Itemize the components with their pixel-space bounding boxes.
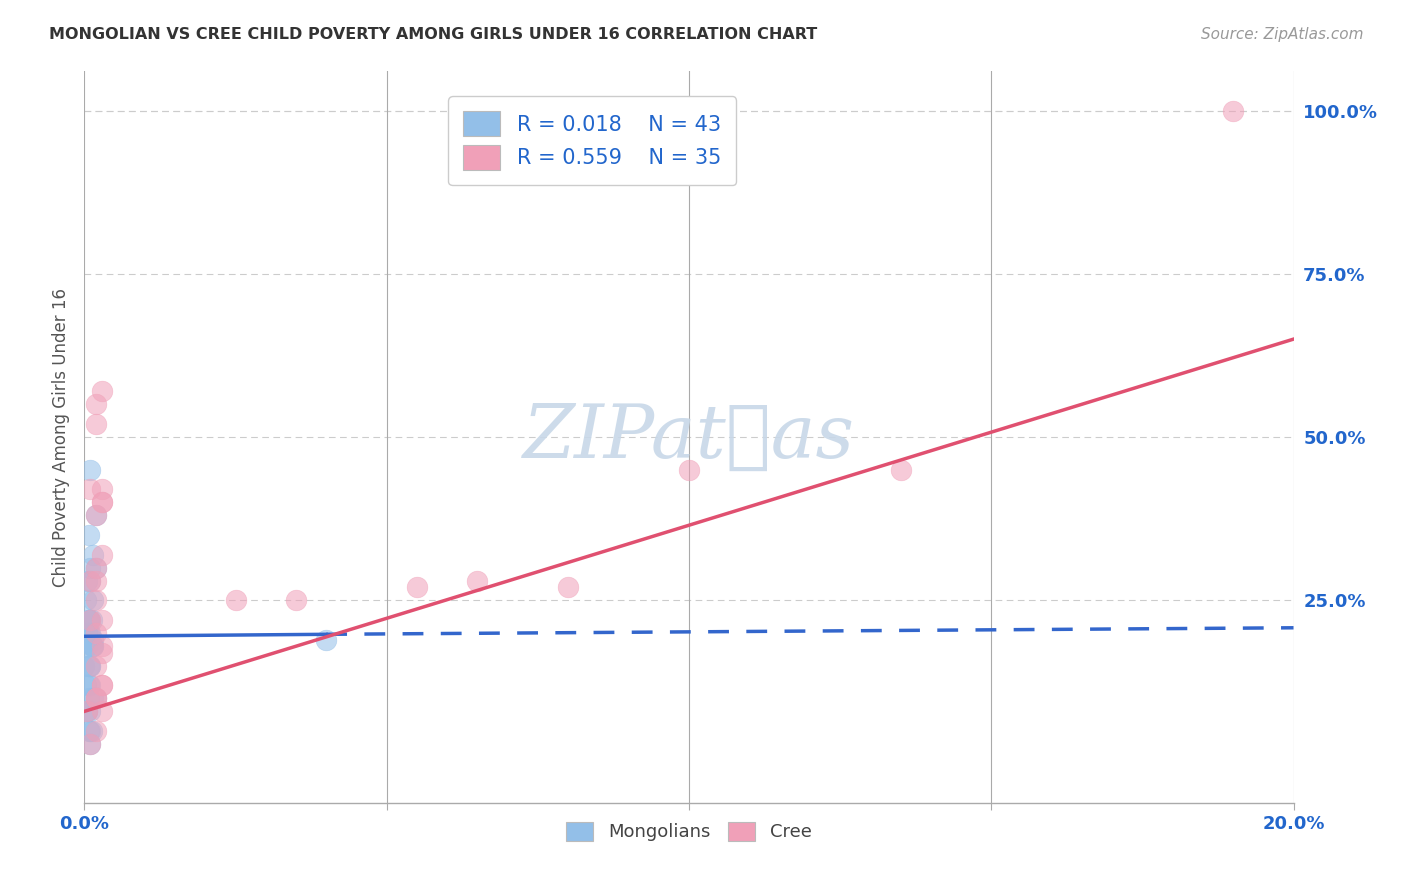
Point xyxy=(79,483,101,497)
Point xyxy=(80,723,103,738)
Point xyxy=(80,639,103,653)
Point xyxy=(285,593,308,607)
Point xyxy=(76,705,98,719)
Point xyxy=(82,593,104,607)
Point xyxy=(86,626,108,640)
Point xyxy=(79,574,101,588)
Point xyxy=(225,593,247,607)
Point xyxy=(77,613,100,627)
Point xyxy=(91,646,114,660)
Point xyxy=(75,678,97,692)
Text: ZIPatℓas: ZIPatℓas xyxy=(523,401,855,474)
Point xyxy=(76,639,98,653)
Point xyxy=(82,632,104,647)
Point xyxy=(86,658,108,673)
Point xyxy=(91,384,114,399)
Point xyxy=(890,463,912,477)
Point xyxy=(79,613,101,627)
Point xyxy=(79,463,101,477)
Point xyxy=(86,417,108,431)
Point xyxy=(91,678,114,692)
Point xyxy=(467,574,489,588)
Point xyxy=(86,560,108,574)
Point xyxy=(91,495,114,509)
Point xyxy=(79,626,101,640)
Point xyxy=(79,723,101,738)
Point xyxy=(80,613,103,627)
Point xyxy=(678,463,700,477)
Point xyxy=(82,639,104,653)
Point xyxy=(86,508,108,523)
Point xyxy=(91,483,114,497)
Point xyxy=(86,508,108,523)
Point xyxy=(77,723,100,738)
Point xyxy=(79,737,101,751)
Point xyxy=(91,548,114,562)
Point xyxy=(86,691,108,706)
Point xyxy=(73,658,96,673)
Point xyxy=(79,560,101,574)
Point xyxy=(79,613,101,627)
Text: Source: ZipAtlas.com: Source: ZipAtlas.com xyxy=(1201,27,1364,42)
Point xyxy=(91,613,114,627)
Point xyxy=(77,658,100,673)
Point xyxy=(79,705,101,719)
Point xyxy=(86,691,108,706)
Point xyxy=(79,658,101,673)
Point xyxy=(1222,103,1244,118)
Point xyxy=(76,626,98,640)
Legend: Mongolians, Cree: Mongolians, Cree xyxy=(560,814,818,848)
Point xyxy=(82,548,104,562)
Point xyxy=(79,658,101,673)
Text: MONGOLIAN VS CREE CHILD POVERTY AMONG GIRLS UNDER 16 CORRELATION CHART: MONGOLIAN VS CREE CHILD POVERTY AMONG GI… xyxy=(49,27,817,42)
Point xyxy=(315,632,337,647)
Point xyxy=(91,639,114,653)
Point xyxy=(76,626,98,640)
Point xyxy=(86,574,108,588)
Point xyxy=(75,593,97,607)
Point xyxy=(82,639,104,653)
Point xyxy=(91,705,114,719)
Point xyxy=(77,626,100,640)
Point xyxy=(77,691,100,706)
Point xyxy=(79,737,101,751)
Point xyxy=(77,678,100,692)
Point xyxy=(73,626,96,640)
Point xyxy=(91,495,114,509)
Point xyxy=(86,593,108,607)
Point xyxy=(86,691,108,706)
Y-axis label: Child Poverty Among Girls Under 16: Child Poverty Among Girls Under 16 xyxy=(52,287,70,587)
Point xyxy=(557,580,579,594)
Point xyxy=(86,723,108,738)
Point xyxy=(76,574,98,588)
Point xyxy=(76,705,98,719)
Point xyxy=(406,580,429,594)
Point xyxy=(76,705,98,719)
Point xyxy=(82,691,104,706)
Point xyxy=(86,397,108,411)
Point xyxy=(79,574,101,588)
Point xyxy=(77,528,100,542)
Point xyxy=(76,639,98,653)
Point xyxy=(86,560,108,574)
Point xyxy=(91,678,114,692)
Point xyxy=(77,613,100,627)
Point xyxy=(79,678,101,692)
